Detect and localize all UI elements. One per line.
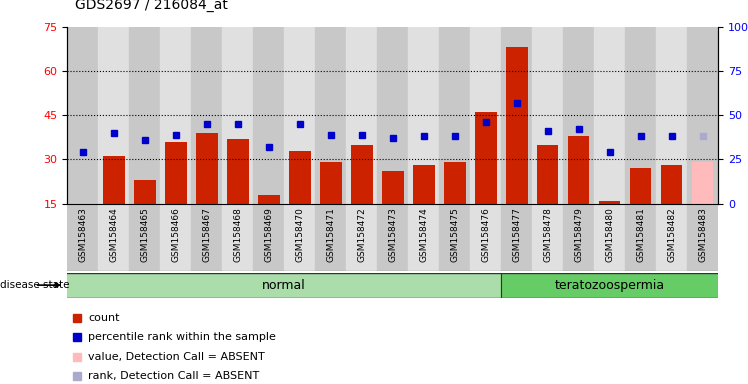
Bar [315, 204, 346, 271]
Bar [381, 171, 403, 204]
Bar [656, 27, 687, 204]
Bar [408, 27, 439, 204]
Text: value, Detection Call = ABSENT: value, Detection Call = ABSENT [88, 352, 265, 362]
Bar [315, 27, 346, 204]
Bar [537, 145, 559, 204]
Bar [408, 204, 439, 271]
Bar [625, 204, 656, 271]
Text: GSM158479: GSM158479 [574, 207, 583, 262]
Text: count: count [88, 313, 120, 323]
Text: GSM158467: GSM158467 [202, 207, 211, 262]
Bar [129, 27, 160, 204]
Bar [191, 27, 222, 204]
Bar [692, 162, 714, 204]
Bar [222, 27, 254, 204]
Bar [470, 27, 501, 204]
Bar [98, 204, 129, 271]
Bar [563, 204, 594, 271]
Bar [160, 27, 191, 204]
Bar [598, 200, 620, 204]
Bar [660, 165, 682, 204]
Bar [191, 204, 222, 271]
Bar [439, 27, 470, 204]
Bar [506, 48, 527, 204]
Text: GSM158481: GSM158481 [636, 207, 645, 262]
Bar [413, 165, 435, 204]
Text: rank, Detection Call = ABSENT: rank, Detection Call = ABSENT [88, 371, 260, 381]
Text: normal: normal [263, 279, 306, 291]
Text: disease state: disease state [0, 280, 70, 290]
Bar [346, 204, 377, 271]
Bar [67, 27, 98, 204]
Bar [165, 142, 186, 204]
Text: GSM158480: GSM158480 [605, 207, 614, 262]
Bar [439, 204, 470, 271]
Bar [501, 27, 532, 204]
Bar [377, 204, 408, 271]
Text: GSM158463: GSM158463 [79, 207, 88, 262]
Text: percentile rank within the sample: percentile rank within the sample [88, 332, 276, 342]
Bar [284, 27, 315, 204]
Text: GSM158471: GSM158471 [326, 207, 335, 262]
Text: GSM158465: GSM158465 [141, 207, 150, 262]
Text: GSM158477: GSM158477 [512, 207, 521, 262]
Text: GSM158469: GSM158469 [264, 207, 273, 262]
Text: GSM158482: GSM158482 [667, 207, 676, 262]
Bar [444, 162, 465, 204]
Text: GSM158468: GSM158468 [233, 207, 242, 262]
Bar [254, 204, 284, 271]
Bar [532, 27, 563, 204]
Text: GSM158476: GSM158476 [481, 207, 490, 262]
Bar [134, 180, 156, 204]
Text: GSM158475: GSM158475 [450, 207, 459, 262]
Text: GSM158483: GSM158483 [698, 207, 707, 262]
Bar [475, 112, 497, 204]
Text: GSM158472: GSM158472 [358, 207, 367, 262]
Bar [289, 151, 310, 204]
Bar [222, 204, 254, 271]
Bar [284, 204, 315, 271]
Bar [563, 27, 594, 204]
Bar [625, 27, 656, 204]
Bar [594, 204, 625, 271]
Bar [258, 195, 280, 204]
Bar [377, 27, 408, 204]
Bar [196, 133, 218, 204]
Bar [254, 27, 284, 204]
Text: GSM158473: GSM158473 [388, 207, 397, 262]
Text: GSM158470: GSM158470 [295, 207, 304, 262]
Bar [67, 273, 501, 298]
Bar [351, 145, 373, 204]
Bar [687, 204, 718, 271]
Text: GSM158474: GSM158474 [419, 207, 428, 262]
Bar [129, 204, 160, 271]
Bar [346, 27, 377, 204]
Text: teratozoospermia: teratozoospermia [554, 279, 665, 291]
Bar [98, 27, 129, 204]
Bar [687, 27, 718, 204]
Bar [532, 204, 563, 271]
Bar [501, 204, 532, 271]
Bar [656, 204, 687, 271]
Text: GSM158466: GSM158466 [171, 207, 180, 262]
Bar [568, 136, 589, 204]
Bar [67, 204, 98, 271]
Bar [320, 162, 342, 204]
Bar [103, 156, 125, 204]
Bar [501, 273, 718, 298]
Bar [227, 139, 248, 204]
Text: GSM158478: GSM158478 [543, 207, 552, 262]
Bar [594, 27, 625, 204]
Text: GSM158464: GSM158464 [109, 207, 118, 262]
Bar [160, 204, 191, 271]
Bar [630, 168, 652, 204]
Bar [470, 204, 501, 271]
Text: GDS2697 / 216084_at: GDS2697 / 216084_at [75, 0, 227, 12]
